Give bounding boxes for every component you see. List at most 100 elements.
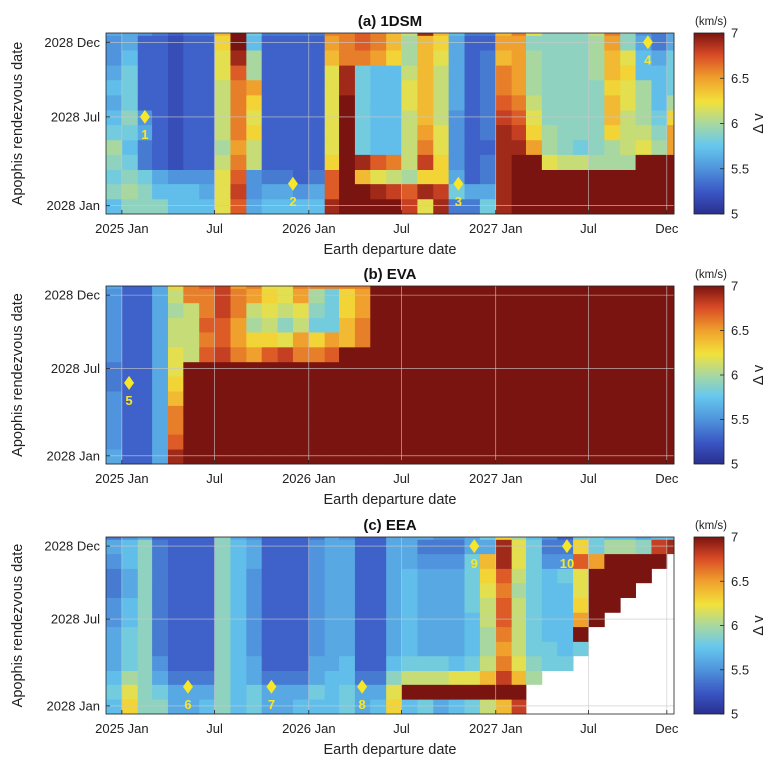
- heatmap-cell: [183, 346, 200, 363]
- heatmap-cell: [152, 332, 169, 348]
- heatmap-cell: [214, 169, 231, 185]
- heatmap-cell: [183, 612, 200, 628]
- heatmap-cell: [339, 655, 356, 671]
- heatmap-cell: [199, 597, 215, 613]
- heatmap-cell: [620, 139, 636, 155]
- heatmap-cell: [106, 699, 123, 715]
- heatmap-cell: [573, 539, 589, 555]
- heatmap-cell: [121, 317, 139, 333]
- heatmap-cell: [137, 286, 153, 289]
- heatmap-cell: [651, 183, 668, 200]
- heatmap-cell: [448, 154, 465, 170]
- heatmap-cell: [588, 79, 605, 96]
- heatmap-cell: [448, 110, 465, 126]
- heatmap-cell: [152, 597, 169, 613]
- heatmap-cell: [604, 553, 621, 569]
- heatmap-cell: [525, 169, 543, 185]
- heatmap-cell: [433, 79, 450, 96]
- heatmap-cell: [479, 183, 497, 200]
- heatmap-cell: [324, 317, 340, 333]
- heatmap-cell: [464, 154, 481, 170]
- heatmap-cell: [401, 670, 418, 685]
- heatmap-cell: [604, 124, 621, 141]
- heatmap-cell: [401, 684, 418, 700]
- heatmap-cell: [292, 391, 310, 406]
- heatmap-cell: [121, 33, 139, 36]
- heatmap-cell: [292, 139, 310, 155]
- heatmap-cell: [183, 288, 200, 304]
- heatmap-cell: [137, 612, 153, 628]
- heatmap-cell: [167, 198, 184, 215]
- heatmap-cell: [230, 612, 247, 628]
- heatmap-cell: [324, 405, 340, 421]
- heatmap-cell: [106, 79, 123, 96]
- heatmap-cell: [183, 33, 200, 36]
- heatmap-cell: [167, 286, 184, 289]
- heatmap-cell: [324, 684, 340, 700]
- heatmap-cell: [479, 537, 497, 540]
- heatmap-cell: [604, 154, 621, 170]
- heatmap-cell: [292, 94, 310, 111]
- heatmap-cell: [106, 154, 123, 170]
- heatmap-cell: [651, 154, 668, 170]
- heatmap-cell: [277, 420, 294, 435]
- heatmap-cell: [137, 169, 153, 185]
- heatmap-cell: [261, 391, 278, 406]
- diamond-marker: [642, 35, 653, 50]
- heatmap-cell: [541, 537, 558, 540]
- heatmap-cell: [448, 670, 465, 685]
- heatmap-cell: [666, 169, 675, 185]
- heatmap-cell: [354, 169, 371, 185]
- heatmap-cell: [448, 684, 465, 700]
- heatmap-cell: [277, 361, 294, 377]
- heatmap-cell: [137, 405, 153, 421]
- heatmap-cell: [277, 612, 294, 628]
- heatmap-cell: [308, 169, 326, 185]
- heatmap-cell: [121, 346, 139, 363]
- heatmap-cell: [479, 626, 497, 642]
- heatmap-cell: [417, 169, 434, 185]
- heatmap-cell: [230, 198, 247, 215]
- heatmap-cell: [152, 670, 169, 685]
- heatmap-cell: [354, 539, 371, 555]
- colorbar-tick-label: 5.5: [731, 662, 749, 677]
- heatmap-cell: [308, 699, 326, 715]
- heatmap-cell: [557, 65, 574, 81]
- heatmap-cell: [339, 376, 356, 392]
- heatmap-cell: [464, 50, 481, 66]
- heatmap-cell: [651, 139, 668, 155]
- heatmap-cell: [214, 332, 231, 348]
- heatmap-cell: [246, 346, 263, 363]
- heatmap-cell: [620, 553, 636, 569]
- heatmap-cell: [588, 582, 605, 598]
- heatmap-cell: [167, 568, 184, 584]
- heatmap-cell: [354, 582, 371, 598]
- heatmap-cell: [339, 626, 356, 642]
- heatmap-cell: [246, 361, 263, 377]
- heatmap-cell: [214, 612, 231, 628]
- heatmap-cell: [324, 361, 340, 377]
- heatmap-cell: [246, 391, 263, 406]
- heatmap-cell: [573, 65, 589, 81]
- heatmap-cell: [339, 582, 356, 598]
- x-axis-label: Earth departure date: [323, 242, 456, 258]
- heatmap-cell: [106, 169, 123, 185]
- heatmap-cell: [167, 434, 184, 450]
- heatmap-cell: [386, 139, 402, 155]
- heatmap-cell: [401, 582, 418, 598]
- heatmap-cell: [246, 699, 263, 715]
- heatmap-cell: [214, 288, 231, 304]
- heatmap-cell: [557, 597, 574, 613]
- heatmap-cell: [167, 33, 184, 36]
- heatmap-cell: [433, 553, 450, 569]
- heatmap-cell: [525, 670, 543, 685]
- heatmap-cell: [511, 110, 527, 126]
- heatmap-cell: [167, 641, 184, 657]
- heatmap-cell: [121, 169, 139, 185]
- heatmap-cell: [292, 154, 310, 170]
- heatmap-cell: [666, 537, 675, 540]
- heatmap-cell: [121, 50, 139, 66]
- heatmap-cell: [106, 288, 123, 304]
- heatmap-cell: [651, 539, 668, 555]
